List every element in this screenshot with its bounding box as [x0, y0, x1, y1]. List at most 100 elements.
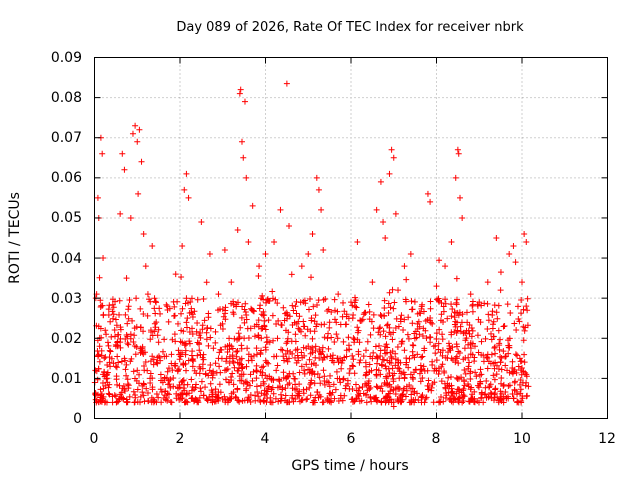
data-point: [435, 340, 442, 347]
data-point: [97, 394, 104, 401]
data-point: [131, 399, 138, 406]
data-point: [422, 327, 429, 334]
data-point: [522, 369, 529, 376]
data-point: [127, 335, 134, 342]
data-point: [387, 388, 394, 395]
data-point: [109, 296, 116, 303]
data-point: [403, 276, 410, 283]
data-point: [253, 345, 260, 352]
data-point: [348, 396, 355, 403]
data-point: [247, 371, 254, 378]
data-point: [453, 275, 460, 282]
data-point: [334, 308, 341, 315]
data-point: [170, 374, 177, 381]
data-point: [392, 356, 399, 363]
data-point: [258, 335, 265, 342]
data-point: [110, 360, 117, 367]
data-point: [165, 391, 172, 398]
data-point: [185, 194, 192, 201]
data-point: [424, 190, 431, 197]
data-point: [448, 382, 455, 389]
data-point: [352, 303, 359, 310]
data-point: [377, 312, 384, 319]
data-point: [431, 367, 438, 374]
data-point: [453, 355, 460, 362]
data-point: [194, 296, 201, 303]
data-point: [457, 194, 464, 201]
data-point: [130, 368, 137, 375]
data-point: [485, 317, 492, 324]
x-tick-label-6: 6: [347, 431, 356, 447]
data-point: [386, 370, 393, 377]
data-point: [105, 311, 112, 318]
data-point: [312, 394, 319, 401]
data-point: [518, 310, 525, 317]
data-point: [154, 360, 161, 367]
data-point: [313, 321, 320, 328]
data-point: [429, 361, 436, 368]
data-point: [433, 330, 440, 337]
data-point: [493, 362, 500, 369]
data-point: [364, 387, 371, 394]
data-point: [363, 369, 370, 376]
data-point: [469, 351, 476, 358]
data-point: [139, 389, 146, 396]
data-point: [491, 302, 498, 309]
data-point: [461, 345, 468, 352]
data-point: [249, 377, 256, 384]
data-point: [104, 361, 111, 368]
data-point: [418, 305, 425, 312]
data-point: [296, 381, 303, 388]
data-point: [439, 361, 446, 368]
data-point: [225, 397, 232, 404]
data-point: [314, 389, 321, 396]
data-point: [505, 395, 512, 402]
data-point: [382, 333, 389, 340]
data-point: [306, 356, 313, 363]
data-point: [401, 316, 408, 323]
data-point: [484, 326, 491, 333]
data-point: [168, 360, 175, 367]
data-point: [455, 150, 462, 157]
data-point: [144, 312, 151, 319]
data-point: [178, 274, 185, 281]
data-point: [278, 346, 285, 353]
data-point: [302, 332, 309, 339]
data-point: [140, 381, 147, 388]
data-point: [390, 305, 397, 312]
data-point: [516, 381, 523, 388]
data-point: [356, 385, 363, 392]
data-point: [378, 313, 385, 320]
data-point: [390, 399, 397, 406]
data-point: [296, 369, 303, 376]
data-point: [445, 374, 452, 381]
data-point: [200, 356, 207, 363]
data-point: [399, 392, 406, 399]
data-point: [465, 380, 472, 387]
data-point: [127, 214, 134, 221]
data-point: [324, 353, 331, 360]
data-point: [123, 275, 130, 282]
data-point: [179, 390, 186, 397]
data-point: [222, 304, 229, 311]
data-point: [315, 186, 322, 193]
data-point: [384, 382, 391, 389]
data-point: [416, 370, 423, 377]
data-point: [354, 324, 361, 331]
data-point: [437, 399, 444, 406]
data-point: [140, 230, 147, 237]
data-point: [358, 317, 365, 324]
data-point: [197, 351, 204, 358]
data-point: [124, 340, 131, 347]
data-point: [301, 323, 308, 330]
data-point: [236, 90, 243, 97]
data-point: [194, 339, 201, 346]
data-point: [147, 370, 154, 377]
data-point: [386, 329, 393, 336]
data-point: [401, 374, 408, 381]
data-point: [309, 335, 316, 342]
data-point: [447, 374, 454, 381]
data-point: [151, 295, 158, 302]
data-point: [312, 362, 319, 369]
data-point: [403, 387, 410, 394]
